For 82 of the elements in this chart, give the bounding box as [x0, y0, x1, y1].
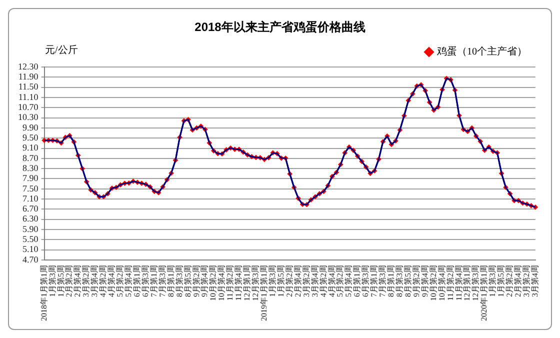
- x-tick-label: 3月第4周: [310, 265, 320, 297]
- y-tick-label: 5.90: [22, 224, 39, 234]
- y-tick-label: 6.30: [22, 214, 39, 224]
- x-tick-label: 2月第4周: [73, 265, 82, 297]
- y-axis-title: 元/公斤: [45, 44, 78, 57]
- y-tick-label: 6.70: [22, 204, 39, 214]
- x-tick-label: 8月第5周: [403, 265, 412, 297]
- x-tick-label: 9月第4周: [420, 265, 430, 297]
- x-tick-label: 4月第4周: [107, 265, 116, 297]
- x-tick-label: 9月第2周: [192, 265, 201, 297]
- y-tick-label: 7.50: [22, 183, 39, 194]
- y-tick-label: 5.10: [22, 244, 39, 254]
- x-tick-label: 5月第4周: [124, 265, 134, 297]
- y-tick-label: 7.90: [22, 173, 39, 184]
- x-tick-label: 7月第3周: [158, 265, 167, 297]
- x-tick-label: 1月第5周: [276, 265, 286, 297]
- x-tick-label: 10月第2周: [428, 265, 438, 301]
- y-tick-label: 11.90: [18, 72, 39, 82]
- y-tick-label: 7.10: [22, 193, 39, 204]
- x-tick-label: 6月第1周: [352, 265, 362, 297]
- x-tick-label: 12月第3周: [471, 265, 480, 301]
- x-tick-label: 12月第3周: [251, 265, 260, 301]
- x-tick-label: 5月第2周: [336, 265, 345, 297]
- x-tick-label: 3月第2周: [522, 265, 532, 297]
- x-tick-label: 1月第5周: [496, 265, 506, 297]
- x-tick-label: 5月第4周: [344, 265, 354, 297]
- x-tick-label: 8月第5周: [183, 265, 192, 297]
- x-tick-label: 1月第3周: [48, 265, 57, 297]
- x-tick-label: 11月第2周: [446, 265, 455, 301]
- x-tick-label: 2019年1月第1周: [260, 265, 269, 321]
- x-tick-label: 2020年1月第1周: [480, 265, 489, 321]
- x-tick-label: 11月第4周: [234, 265, 244, 301]
- y-tick-label: 9.10: [22, 142, 39, 153]
- x-tick-label: 8月第1周: [386, 265, 396, 297]
- x-tick-label: 3月第2周: [82, 265, 91, 297]
- y-tick-label: 12.30: [18, 61, 39, 72]
- x-tick-label: 10月第4周: [437, 265, 446, 301]
- x-tick-label: 2月第2周: [284, 265, 294, 297]
- x-tick-label: 6月第3周: [361, 265, 370, 297]
- x-tick-label: 4月第2周: [318, 265, 328, 297]
- x-tick-label: 4月第4周: [327, 265, 336, 297]
- x-tick-label: 7月第1周: [370, 265, 379, 297]
- x-tick-label: 10月第2周: [208, 265, 218, 301]
- y-tick-label: 4.70: [22, 254, 39, 264]
- x-tick-label: 2月第2周: [64, 265, 74, 297]
- y-tick-label: 5.50: [22, 234, 39, 244]
- x-tick-label: 11月第4周: [454, 265, 464, 301]
- x-tick-label: 6月第3周: [140, 265, 150, 297]
- x-tick-label: 1月第3周: [488, 265, 498, 297]
- x-tick-label: 12月第1周: [462, 265, 472, 301]
- x-tick-label: 2月第2周: [505, 265, 514, 297]
- x-tick-label: 2月第4周: [293, 265, 302, 297]
- x-tick-label: 9月第4周: [200, 265, 210, 297]
- x-tick-label: 7月第3周: [378, 265, 388, 297]
- x-tick-label: 6月第1周: [132, 265, 142, 297]
- y-tick-label: 8.70: [22, 152, 39, 163]
- x-tick-label: 9月第2周: [412, 265, 421, 297]
- x-tick-label: 1月第5周: [56, 265, 66, 297]
- x-tick-label: 8月第3周: [174, 265, 184, 297]
- x-tick-label: 3月第4周: [90, 265, 100, 297]
- x-tick-label: 3月第4周: [530, 265, 540, 297]
- x-tick-label: 10月第4周: [217, 265, 226, 301]
- y-tick-label: 11.10: [18, 92, 39, 102]
- x-tick-label: 2018年1月第1周: [39, 265, 48, 321]
- x-tick-label: 3月第2周: [302, 265, 311, 297]
- y-tick-label: 11.50: [18, 82, 39, 92]
- x-tick-label: 2月第4周: [514, 265, 523, 297]
- x-tick-label: 5月第2周: [116, 265, 125, 297]
- x-tick-label: 8月第1周: [166, 265, 176, 297]
- x-tick-label: 7月第1周: [149, 265, 158, 297]
- y-tick-label: 9.50: [22, 132, 39, 142]
- y-tick-label: 8.30: [22, 162, 39, 173]
- x-tick-label: 1月第3周: [268, 265, 277, 297]
- chart-title: 2018年以来主产省鸡蛋价格曲线: [194, 19, 366, 36]
- legend-label: 鸡蛋（10个主产省）: [436, 46, 527, 58]
- y-tick-label: 10.30: [18, 112, 39, 122]
- x-tick-label: 11月第2周: [226, 265, 235, 301]
- x-tick-label: 4月第2周: [98, 265, 108, 297]
- y-tick-label: 10.70: [18, 102, 39, 112]
- y-tick-label: 9.90: [22, 122, 39, 132]
- x-tick-label: 12月第1周: [242, 265, 252, 301]
- x-tick-label: 8月第3周: [395, 265, 404, 297]
